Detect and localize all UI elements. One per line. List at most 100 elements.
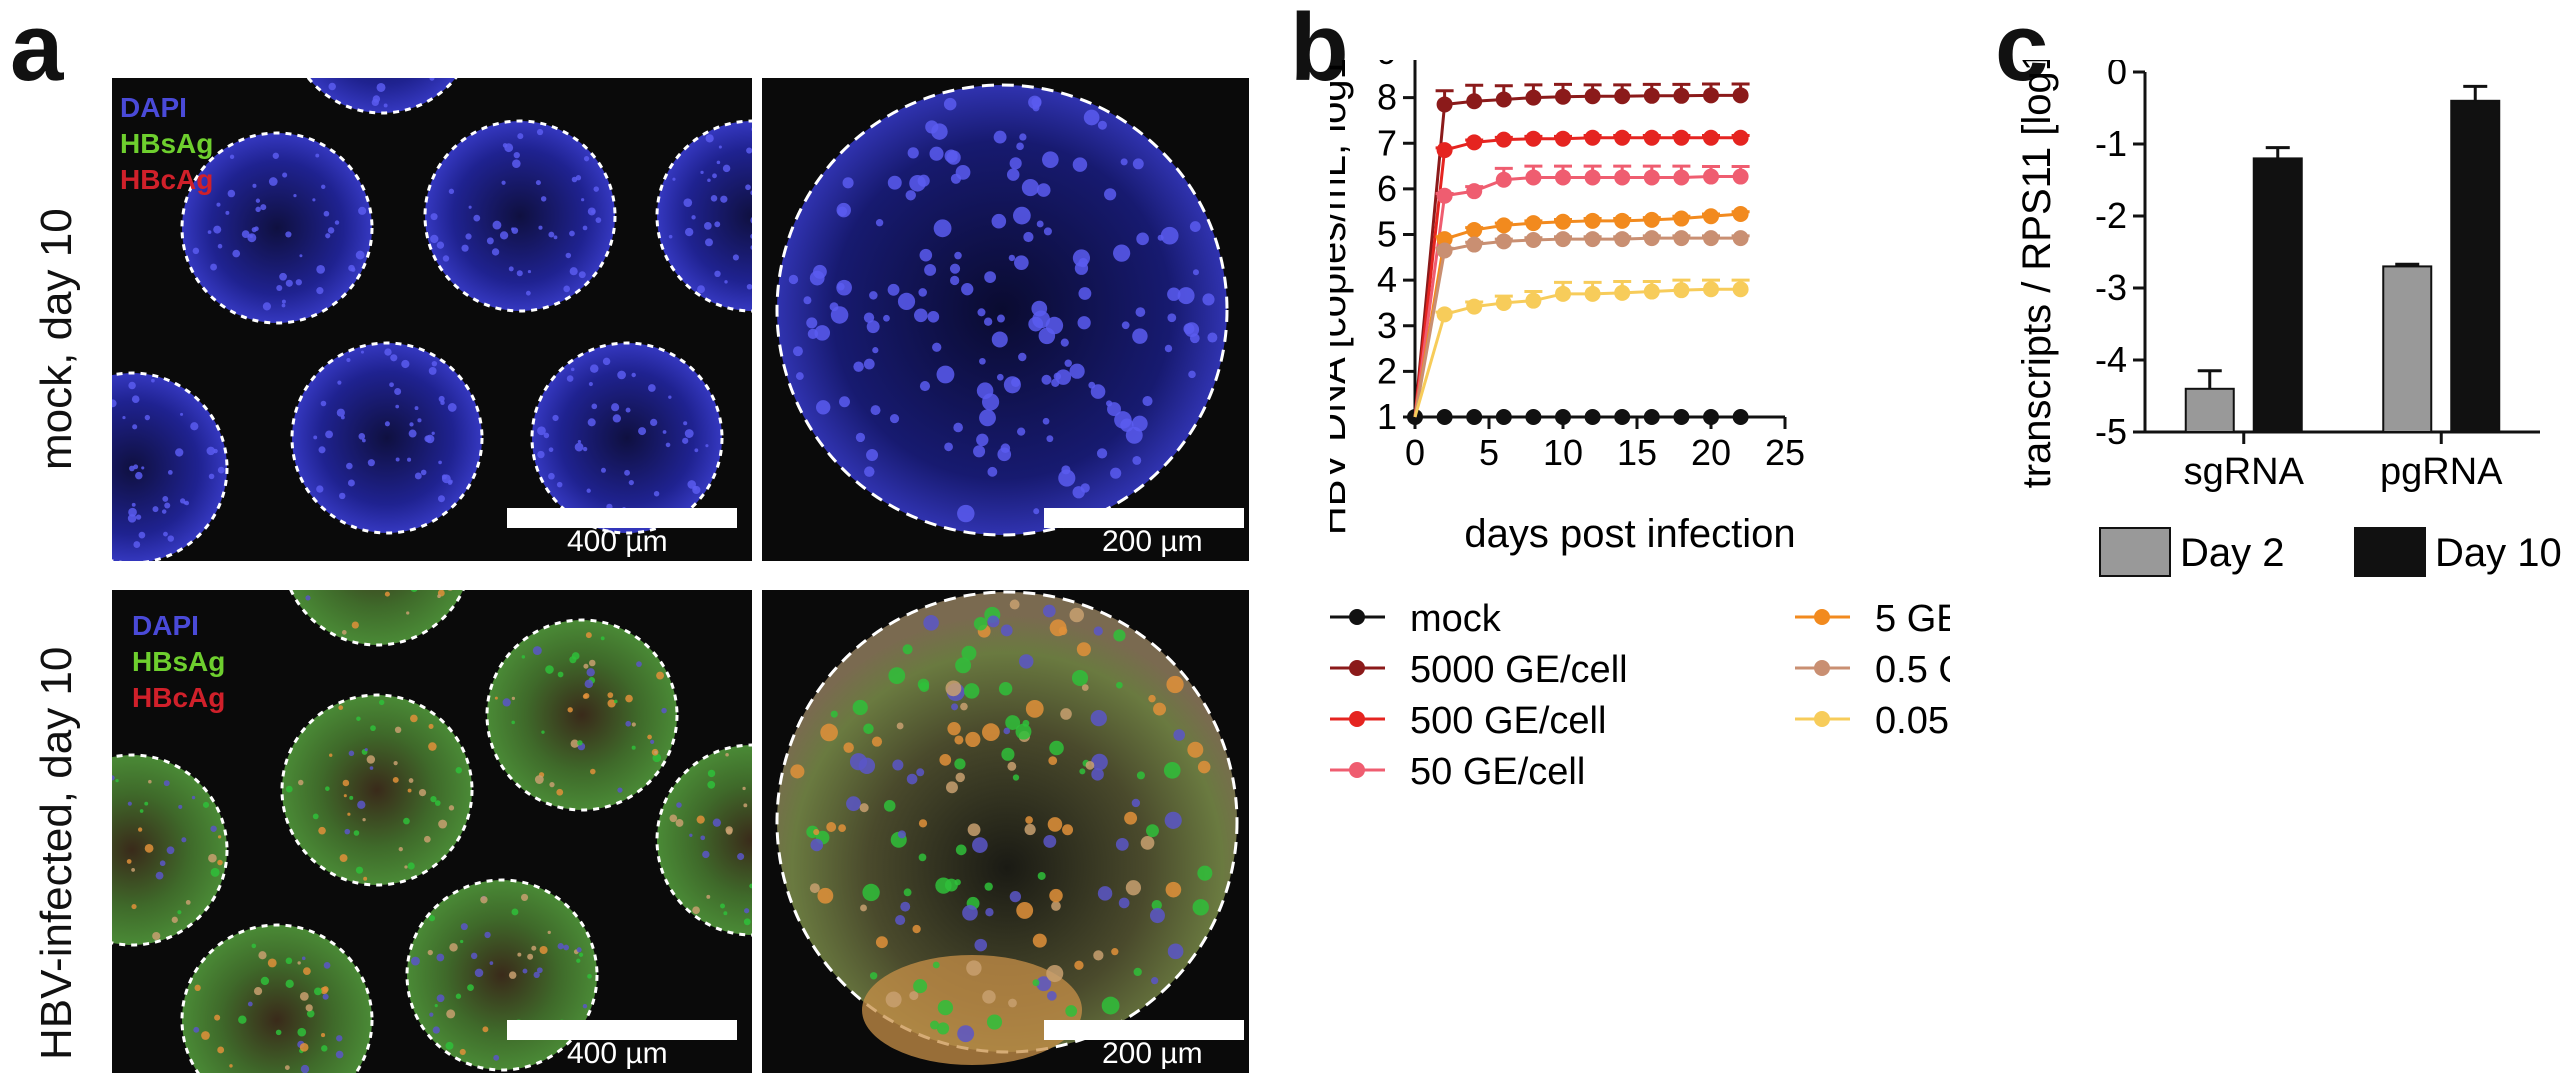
cell-dot	[362, 817, 366, 822]
cell-dot	[955, 772, 965, 783]
legend-label: 50 GE/cell	[1410, 751, 1585, 793]
data-point	[1703, 208, 1719, 225]
series-line	[1413, 287, 1741, 418]
cell-dot	[1077, 316, 1091, 330]
cell-dot	[1104, 188, 1117, 201]
cell-dot	[617, 787, 623, 793]
data-point	[1466, 93, 1483, 110]
cell-dot	[945, 781, 958, 794]
cell-dot	[843, 742, 854, 753]
cell-dot	[517, 133, 524, 140]
cell-dot	[953, 422, 963, 433]
cell-dot	[965, 731, 981, 748]
cell-dot	[936, 365, 955, 384]
cell-dot	[347, 812, 351, 816]
cell-dot	[1043, 834, 1057, 848]
data-point	[1703, 87, 1719, 104]
cell-dot	[837, 206, 848, 217]
cell-dot	[1081, 684, 1089, 691]
cell-dot	[260, 976, 270, 986]
panel-letter-b: b	[1290, 0, 1349, 101]
data-point	[1495, 131, 1512, 148]
cell-dot	[131, 903, 137, 910]
cell-dot	[750, 190, 752, 196]
cell-dot	[556, 788, 564, 796]
cell-dot	[1049, 740, 1064, 756]
cell-dot	[578, 271, 586, 279]
data-point	[1614, 409, 1631, 425]
cell-dot	[320, 400, 327, 407]
data-point	[1732, 168, 1749, 185]
cell-dot	[367, 459, 375, 467]
cell-dot	[430, 213, 438, 221]
cell-dot	[521, 655, 526, 659]
data-point	[1643, 87, 1660, 104]
legend-marker	[1814, 660, 1830, 676]
cell-dot	[398, 846, 403, 852]
cell-dot	[552, 414, 559, 422]
cell-dot	[1132, 158, 1144, 170]
cell-dot	[327, 227, 335, 234]
cell-dot	[983, 317, 993, 326]
cell-dot	[148, 779, 152, 784]
cell-dot	[282, 172, 288, 178]
cell-dot	[1025, 699, 1044, 718]
cell-dot	[281, 303, 286, 308]
cell-dot	[792, 346, 803, 357]
cell-dot	[972, 837, 988, 853]
legend-label: mock	[1410, 598, 1502, 640]
cell-dot	[1189, 221, 1201, 232]
cell-dot	[447, 590, 453, 591]
cell-dot	[436, 953, 445, 962]
cell-dot	[1115, 838, 1129, 851]
legend-swatch	[2354, 527, 2426, 577]
cell-dot	[133, 464, 139, 470]
cell-dot	[903, 888, 912, 897]
cell-dot	[501, 180, 506, 185]
cell-dot	[336, 1035, 343, 1042]
data-point	[1732, 409, 1749, 425]
cell-dot	[706, 894, 711, 899]
cell-dot	[549, 782, 555, 788]
cell-dot	[436, 994, 445, 1003]
cell-dot	[470, 952, 478, 960]
cell-dot	[957, 504, 975, 523]
panel-letter-c: c	[1995, 0, 2049, 101]
cell-dot	[582, 694, 588, 699]
cell-dot	[144, 414, 151, 421]
cell-dot	[491, 248, 500, 256]
cell-dot	[870, 405, 881, 416]
well	[423, 119, 617, 313]
cell-dot	[996, 314, 1005, 323]
cell-dot	[181, 837, 187, 843]
cell-dot	[557, 943, 564, 950]
cell-dot	[315, 153, 320, 158]
cell-dot	[570, 367, 575, 372]
y-tick-label: 7	[1377, 122, 1397, 163]
cell-dot	[1006, 168, 1020, 181]
cell-dot	[1047, 990, 1057, 1001]
cell-dot	[569, 656, 577, 664]
cell-dot	[1069, 607, 1084, 623]
cell-dot	[445, 1041, 454, 1050]
cell-dot	[947, 722, 961, 736]
channel-label-dapi: DAPI	[120, 92, 187, 123]
cell-dot	[455, 767, 462, 774]
cell-dot	[587, 973, 592, 979]
well	[306, 78, 458, 115]
y-tick-label: 2	[1377, 350, 1397, 391]
cell-dot	[428, 742, 437, 751]
cell-dot	[869, 291, 878, 300]
data-point	[1555, 213, 1571, 230]
cell-dot	[697, 285, 705, 294]
cell-dot	[582, 446, 588, 452]
cell-dot	[788, 274, 799, 285]
cell-dot	[1042, 151, 1059, 168]
cell-dot	[323, 962, 331, 969]
cell-dot	[1076, 642, 1091, 657]
data-point	[1643, 283, 1660, 300]
cell-dot	[407, 788, 412, 793]
cell-dot	[707, 769, 716, 778]
data-point	[1555, 231, 1571, 248]
cell-dot	[408, 429, 417, 438]
